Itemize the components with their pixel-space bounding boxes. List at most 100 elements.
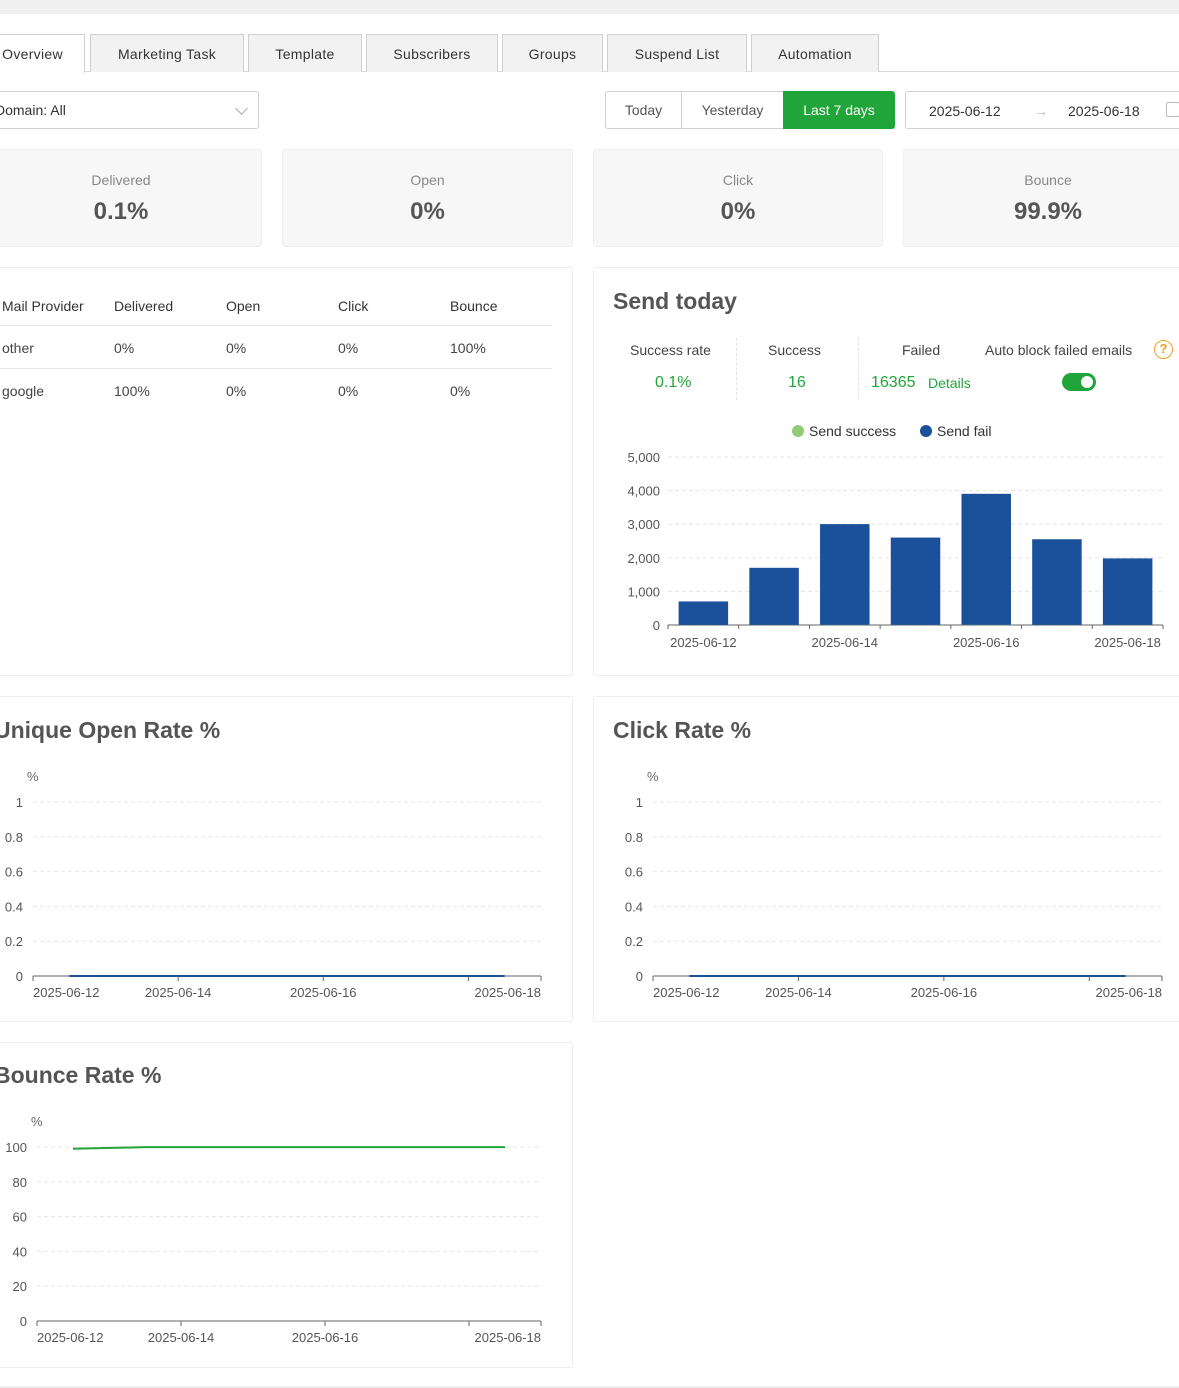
divider <box>736 338 737 400</box>
tab-suspend-list[interactable]: Suspend List <box>607 34 747 72</box>
date-range-end[interactable]: 2025-06-18 <box>1068 103 1140 119</box>
x-tick-label: 2025-06-12 <box>37 1330 104 1345</box>
y-tick-label: 1 <box>16 795 23 810</box>
stat-delivered: Delivered 0.1% <box>0 149 262 247</box>
y-tick-label: 1 <box>636 795 643 810</box>
table-header: Open <box>226 298 261 314</box>
success-value: 16 <box>788 374 806 391</box>
table-divider <box>0 368 552 369</box>
y-axis-unit: % <box>647 769 659 784</box>
x-tick-label: 2025-06-12 <box>670 635 737 650</box>
bar-send-fail <box>1032 539 1082 625</box>
tab-subscribers[interactable]: Subscribers <box>366 34 498 72</box>
tab-automation[interactable]: Automation <box>751 34 879 72</box>
y-tick-label: 0.6 <box>625 865 643 880</box>
table-cell: 0% <box>450 383 471 399</box>
y-tick-label: 0.6 <box>5 865 23 880</box>
x-tick-label: 2025-06-18 <box>1094 635 1161 650</box>
y-tick-label: 0.2 <box>625 934 643 949</box>
domain-select[interactable]: Domain: All <box>0 91 259 129</box>
table-cell: 0% <box>114 340 135 356</box>
success-rate-value: 0.1% <box>655 374 692 391</box>
preset-today-button[interactable]: Today <box>605 91 682 129</box>
auto-block-toggle[interactable] <box>1062 373 1096 391</box>
y-tick-label: 20 <box>13 1279 27 1294</box>
table-cell: 100% <box>450 340 486 356</box>
open-rate-title: Unique Open Rate % <box>0 717 221 743</box>
tab-overview[interactable]: Overview <box>0 34 85 73</box>
preset-last-7-days-button[interactable]: Last 7 days <box>783 91 895 129</box>
preset-yesterday-button[interactable]: Yesterday <box>681 91 784 129</box>
open-rate-card <box>0 696 573 1022</box>
legend-label: Send fail <box>937 423 991 439</box>
x-tick-label: 2025-06-14 <box>145 985 212 1000</box>
legend-marker <box>920 425 932 437</box>
success-label: Success <box>768 342 821 358</box>
y-tick-label: 0 <box>653 618 660 633</box>
table-header: Bounce <box>450 298 498 314</box>
bar-send-fail <box>678 601 729 625</box>
x-tick-label: 2025-06-16 <box>290 985 357 1000</box>
send-today-title: Send today <box>613 288 737 314</box>
y-tick-label: 60 <box>13 1210 27 1225</box>
y-tick-label: 80 <box>13 1175 27 1190</box>
click-rate-title: Click Rate % <box>613 717 752 743</box>
stat-label: Bounce <box>1024 172 1072 188</box>
table-header: Delivered <box>114 298 174 314</box>
x-tick-label: 2025-06-14 <box>148 1330 215 1345</box>
x-tick-label: 2025-06-18 <box>1096 985 1163 1000</box>
y-tick-label: 0.8 <box>625 830 643 845</box>
table-header: Mail Provider <box>2 298 84 314</box>
date-range-picker[interactable]: 2025-06-12 → 2025-06-18 <box>905 91 1179 129</box>
table-header: Click <box>338 298 369 314</box>
toggle-knob <box>1081 376 1093 388</box>
tab-template[interactable]: Template <box>248 34 362 72</box>
table-divider <box>0 325 552 326</box>
y-tick-label: 0.4 <box>5 899 23 914</box>
x-tick-label: 2025-06-16 <box>292 1330 359 1345</box>
stat-click: Click 0% <box>593 149 883 247</box>
click-rate-card <box>593 696 1179 1022</box>
y-tick-label: 3,000 <box>627 517 660 532</box>
table-cell: 0% <box>226 383 247 399</box>
details-link[interactable]: Details <box>928 375 971 391</box>
y-tick-label: 0.2 <box>5 934 23 949</box>
y-tick-label: 5,000 <box>627 450 660 465</box>
tab-groups[interactable]: Groups <box>502 34 603 72</box>
chevron-down-icon <box>235 102 248 115</box>
bounce-rate-card <box>0 1042 573 1368</box>
x-tick-label: 2025-06-14 <box>812 635 879 650</box>
calendar-icon[interactable] <box>1166 102 1179 117</box>
bar-send-fail <box>961 493 1011 625</box>
provider-table-card <box>0 267 573 676</box>
y-axis-unit: % <box>31 1114 43 1129</box>
x-tick-label: 2025-06-18 <box>475 1330 542 1345</box>
y-tick-label: 0.4 <box>625 899 643 914</box>
y-tick-label: 0.8 <box>5 830 23 845</box>
open-rate-chart: % 0 0.2 0.4 0.6 0.8 1 2025-06-12 2025-06-14 2025-… <box>5 769 542 1000</box>
stat-label: Open <box>410 172 445 188</box>
divider <box>858 338 859 400</box>
help-icon[interactable]: ? <box>1154 340 1173 359</box>
bar-send-fail <box>890 537 941 625</box>
table-cell: 0% <box>338 383 359 399</box>
auto-block-label: Auto block failed emails <box>985 342 1133 358</box>
legend-marker <box>792 425 804 437</box>
legend-label: Send success <box>809 423 896 439</box>
x-tick-label: 2025-06-12 <box>33 985 100 1000</box>
bounce-rate-title: Bounce Rate % <box>0 1062 162 1088</box>
tab-marketing-task[interactable]: Marketing Task <box>90 34 244 72</box>
domain-select-value: Domain: All <box>0 102 66 118</box>
x-tick-label: 2025-06-14 <box>765 985 832 1000</box>
top-bar <box>0 0 1179 14</box>
bounce-rate-chart: % 0 20 40 60 80 100 2025-06-12 2025-06-14 2025-06… <box>5 1114 542 1345</box>
y-tick-label: 100 <box>5 1140 27 1155</box>
y-tick-label: 1,000 <box>627 584 660 599</box>
table-cell: 0% <box>338 340 359 356</box>
stat-open: Open 0% <box>282 149 573 247</box>
send-chart: Send success Send fail 0 1,000 2,000 3,000 4,… <box>627 423 1164 650</box>
stat-value: 0% <box>410 198 445 225</box>
bar-send-fail <box>1102 558 1153 625</box>
y-axis-unit: % <box>27 769 39 784</box>
date-range-start[interactable]: 2025-06-12 <box>929 103 1001 119</box>
